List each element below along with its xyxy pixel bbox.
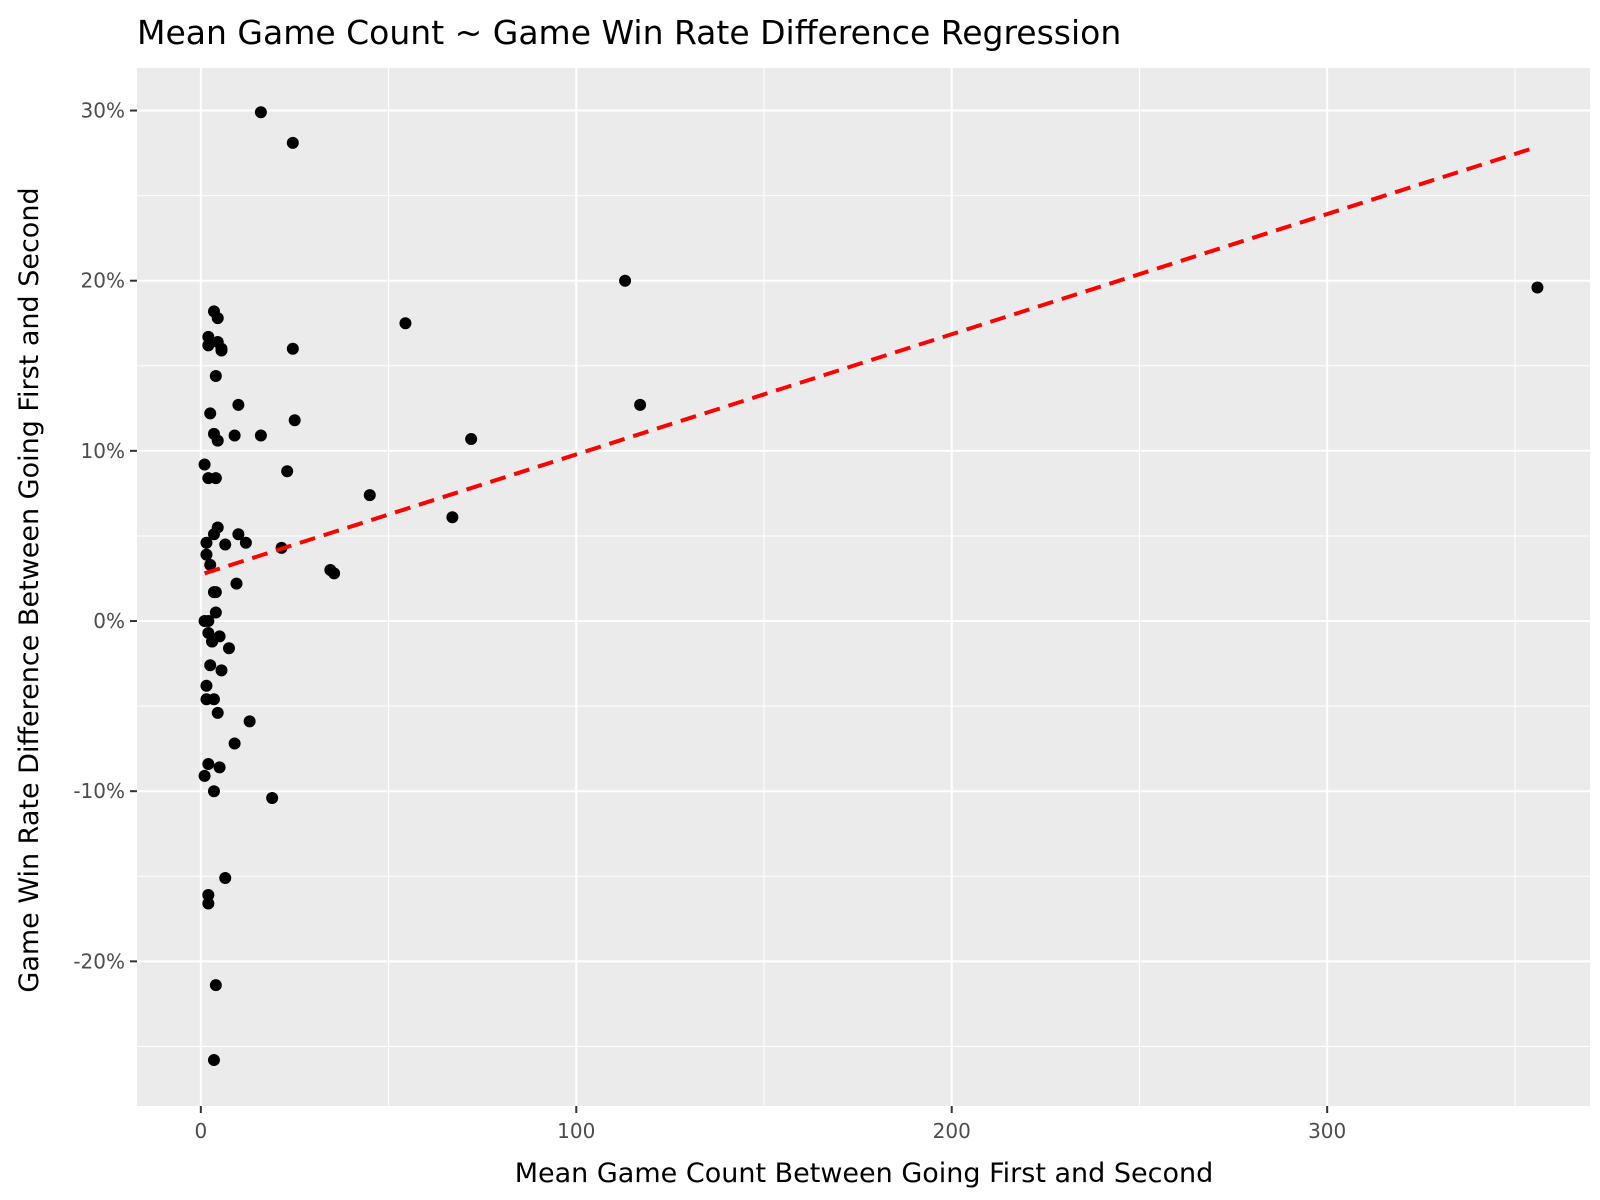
data-point (202, 615, 215, 628)
data-point (288, 414, 301, 427)
data-point (202, 888, 215, 901)
data-point (200, 679, 213, 692)
data-point (202, 339, 215, 352)
y-axis-ticks: -20% -10% 0% 10% 20% 30% (73, 99, 137, 973)
data-point (211, 434, 224, 447)
data-point (281, 465, 294, 478)
data-point (363, 489, 376, 502)
x-tick-label: 100 (557, 1119, 595, 1143)
data-point (634, 398, 647, 411)
data-point (399, 317, 412, 330)
data-point (202, 330, 215, 343)
data-point (328, 567, 341, 580)
x-tick-label: 300 (1308, 1119, 1346, 1143)
data-point (228, 429, 241, 442)
y-tick-label: 10% (81, 439, 125, 463)
data-point (219, 538, 232, 551)
data-point (204, 558, 217, 571)
major-gridlines (137, 68, 1590, 1106)
data-point (213, 761, 226, 774)
x-axis-ticks: 0 100 200 300 (194, 1106, 1346, 1143)
plot-panel (137, 68, 1590, 1106)
data-point (254, 429, 267, 442)
data-point (219, 871, 232, 884)
data-point (228, 737, 241, 750)
data-point (202, 897, 215, 910)
data-point (209, 472, 222, 485)
data-point (215, 664, 228, 677)
data-point (619, 274, 632, 287)
data-point (209, 606, 222, 619)
data-point (239, 536, 252, 549)
data-point (200, 548, 213, 561)
data-point (1531, 281, 1544, 294)
data-point (198, 458, 211, 471)
data-point (211, 706, 224, 719)
minor-gridlines (137, 68, 1590, 1106)
data-point (243, 715, 256, 728)
data-point (207, 693, 220, 706)
data-point (200, 536, 213, 549)
data-point (209, 369, 222, 382)
data-point (446, 511, 459, 524)
data-point (207, 528, 220, 541)
y-tick-label: 20% (81, 269, 125, 293)
y-tick-label: -10% (73, 779, 125, 803)
data-point (204, 659, 217, 672)
data-point (209, 586, 222, 599)
data-point (465, 432, 478, 445)
y-tick-label: 0% (93, 609, 125, 633)
x-tick-label: 0 (194, 1119, 207, 1143)
data-point (286, 136, 299, 149)
data-point (232, 398, 245, 411)
data-point (207, 1054, 220, 1067)
regression-line (203, 146, 1535, 576)
data-point (204, 407, 217, 420)
y-axis-label: Game Win Rate Difference Between Going F… (14, 187, 45, 992)
data-point (202, 757, 215, 770)
data-points (198, 106, 1544, 1067)
data-point (209, 979, 222, 992)
data-point (215, 344, 228, 357)
chart-title: Mean Game Count ~ Game Win Rate Differen… (137, 13, 1121, 52)
y-tick-label: 30% (81, 99, 125, 123)
data-point (206, 635, 219, 648)
data-point (266, 792, 279, 805)
data-point (232, 528, 245, 541)
x-tick-label: 200 (933, 1119, 971, 1143)
data-point (211, 312, 224, 325)
data-point (207, 785, 220, 798)
y-tick-label: -20% (73, 949, 125, 973)
x-axis-label: Mean Game Count Between Going First and … (515, 1158, 1214, 1189)
data-point (286, 342, 299, 355)
data-point (222, 642, 235, 655)
data-point (198, 769, 211, 782)
data-point (230, 577, 243, 590)
data-point (254, 106, 267, 119)
